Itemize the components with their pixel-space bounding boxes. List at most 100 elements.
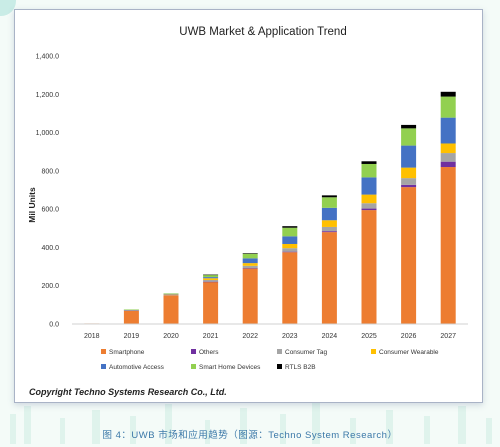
bar-consumer-tag-2026 [401,178,417,185]
y-tick-label: 1,200.0 [36,92,59,99]
legend-swatch [191,364,196,369]
bar-smart-home-devices-2027 [440,96,456,118]
bar-smart-home-devices-2025 [361,163,377,178]
bar-consumer-wearable-2020 [163,294,179,295]
bar-automotive-access-2024 [321,207,337,221]
bar-smartphone-2026 [401,187,417,324]
legend-label: Smartphone [109,349,145,356]
bar-rtls-b2b-2027 [440,91,456,97]
legend-label: RTLS B2B [285,364,316,371]
y-tick-label: 400.0 [41,245,59,252]
y-tick-label: 0.0 [49,322,59,329]
bar-consumer-tag-2023 [282,248,298,252]
legend-label: Consumer Wearable [379,349,439,356]
x-tick-label: 2022 [242,333,258,340]
figure-caption: 图 4：UWB 市场和应用趋势（图源：Techno System Researc… [102,430,398,441]
bar-smartphone-2021 [203,281,219,324]
legend-swatch [277,349,282,354]
legend-swatch [101,349,106,354]
bar-smartphone-2022 [242,268,258,324]
bar-automotive-access-2026 [401,145,417,168]
bar-smart-home-devices-2021 [203,274,219,278]
chart: UWB Market & Application Trend Mil Units… [27,26,468,371]
bar-consumer-tag-2021 [203,279,219,282]
bar-automotive-access-2023 [282,236,298,244]
bar-automotive-access-2019 [123,309,139,311]
x-axis-ticks: 2018 2019 2020 2021 2022 2023 2024 2025 2026 2027 [84,333,456,340]
bar-automotive-access-2025 [361,177,377,195]
bar-consumer-wearable-2025 [361,194,377,204]
bar-automotive-access-2027 [440,117,456,144]
legend-label: Smart Home Devices [199,364,261,371]
legend-label: Others [199,349,219,356]
bar-consumer-wearable-2024 [321,220,337,227]
bar-others-2027 [440,161,456,168]
y-tick-label: 1,400.0 [36,54,59,61]
bar-smartphone-2025 [361,210,377,324]
bar-smartphone-2020 [163,295,179,324]
bar-others-2024 [321,231,337,233]
y-tick-label: 600.0 [41,207,59,214]
y-axis-label: Mil Units [27,187,37,223]
legend-swatch [101,364,106,369]
bar-rtls-b2b-2024 [321,195,337,198]
x-tick-label: 2020 [163,333,179,340]
bar-rtls-b2b-2021 [203,274,219,276]
bar-consumer-wearable-2023 [282,243,298,249]
bar-automotive-access-2020 [163,293,179,295]
bar-smartphone-2019 [123,310,139,324]
bar-consumer-wearable-2022 [242,263,258,266]
bar-rtls-b2b-2026 [401,124,417,129]
x-tick-label: 2026 [401,333,417,340]
bar-smart-home-devices-2022 [242,253,258,259]
legend-swatch [191,349,196,354]
y-tick-label: 200.0 [41,283,59,290]
bar-consumer-tag-2025 [361,203,377,209]
legend-label: Consumer Tag [285,349,328,356]
bar-rtls-b2b-2023 [282,226,298,228]
bar-consumer-wearable-2021 [203,278,219,280]
bar-smartphone-2024 [321,232,337,324]
chart-title: UWB Market & Application Trend [179,26,346,38]
bar-consumer-wearable-2027 [440,143,456,154]
bars [84,91,456,324]
bar-rtls-b2b-2022 [242,253,258,254]
bar-consumer-tag-2024 [321,226,337,232]
legend-swatch [371,349,376,354]
chart-card: UWB Market & Application Trend Mil Units… [14,9,483,403]
bar-smartphone-2027 [440,167,456,324]
bar-smart-home-devices-2024 [321,197,337,208]
x-tick-label: 2023 [282,333,298,340]
bar-others-2023 [282,251,298,253]
bar-consumer-tag-2027 [440,153,456,162]
x-tick-label: 2024 [322,333,338,340]
bar-rtls-b2b-2025 [361,161,377,164]
bar-consumer-wearable-2026 [401,167,417,179]
x-tick-label: 2021 [203,333,219,340]
bar-consumer-tag-2022 [242,265,258,269]
legend-label: Automotive Access [109,364,165,371]
x-tick-label: 2027 [440,333,456,340]
bar-smart-home-devices-2019 [123,309,139,310]
bar-smart-home-devices-2026 [401,128,417,146]
bar-others-2022 [242,268,258,269]
bar-others-2021 [203,281,219,283]
background-decoration [10,402,492,444]
bar-automotive-access-2021 [203,277,219,279]
bar-smart-home-devices-2020 [163,293,179,294]
y-tick-label: 800.0 [41,168,59,175]
bar-others-2026 [401,184,417,188]
legend-swatch [277,364,282,369]
bar-consumer-tag-2020 [163,294,179,296]
bar-consumer-tag-2019 [123,310,139,311]
y-axis-ticks: 0.0 200.0 400.0 600.0 800.0 1,000.0 1,200.0 1,4… [36,54,59,329]
bar-automotive-access-2022 [242,258,258,264]
x-tick-label: 2018 [84,333,100,340]
bar-others-2025 [361,208,377,211]
x-tick-label: 2019 [124,333,140,340]
x-tick-label: 2025 [361,333,377,340]
bar-smartphone-2023 [282,252,298,324]
legend: Smartphone Others Consumer Tag Consumer Wea… [101,349,439,371]
bar-smart-home-devices-2023 [282,227,298,237]
copyright-text: Copyright Techno Systems Research Co., L… [29,387,227,397]
